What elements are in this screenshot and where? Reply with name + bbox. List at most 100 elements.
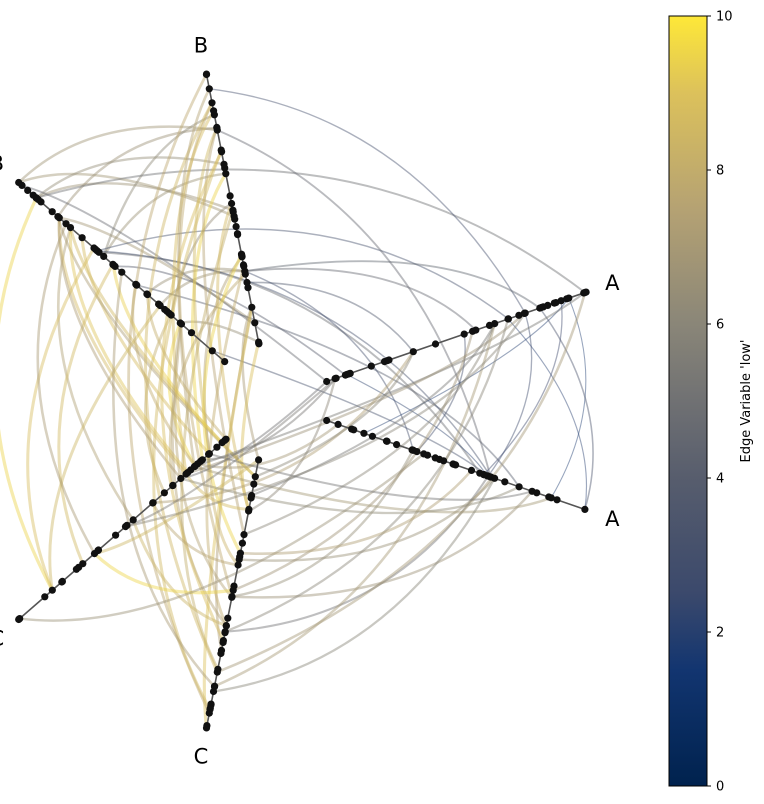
edge bbox=[202, 307, 254, 729]
node bbox=[48, 586, 56, 594]
edge bbox=[35, 182, 234, 212]
node bbox=[213, 123, 221, 131]
node bbox=[228, 593, 236, 601]
edge bbox=[19, 452, 425, 622]
node bbox=[544, 301, 552, 309]
node bbox=[228, 199, 236, 208]
colorbar-tick-label: 8 bbox=[716, 164, 724, 179]
node bbox=[54, 213, 62, 221]
node bbox=[332, 374, 340, 382]
edge bbox=[0, 197, 54, 591]
node bbox=[255, 456, 263, 464]
edge bbox=[185, 312, 526, 476]
node bbox=[229, 206, 237, 214]
edge bbox=[244, 267, 477, 331]
node bbox=[232, 223, 240, 231]
axis-label-a: A bbox=[605, 271, 620, 295]
edge bbox=[243, 323, 496, 536]
node bbox=[491, 320, 499, 328]
edge bbox=[507, 318, 588, 510]
edge bbox=[244, 260, 541, 309]
edge bbox=[48, 304, 162, 591]
node bbox=[553, 496, 561, 504]
edge bbox=[35, 156, 225, 199]
edge bbox=[57, 217, 182, 480]
edge bbox=[194, 291, 586, 468]
edge bbox=[167, 322, 197, 467]
node bbox=[423, 451, 432, 459]
edge bbox=[202, 377, 337, 461]
axis-labels: A A B B C C bbox=[0, 34, 620, 769]
node bbox=[205, 709, 213, 717]
edge bbox=[205, 265, 246, 627]
axis-label-c: C bbox=[194, 744, 209, 768]
edge bbox=[56, 126, 217, 218]
edge bbox=[213, 477, 496, 693]
edge bbox=[98, 251, 481, 474]
node bbox=[233, 230, 242, 238]
edge bbox=[146, 294, 228, 441]
edge bbox=[180, 320, 260, 344]
colorbar-tick-label: 2 bbox=[716, 626, 724, 641]
edge bbox=[251, 323, 496, 497]
node bbox=[238, 539, 246, 547]
node bbox=[213, 443, 221, 451]
node bbox=[118, 268, 126, 276]
node bbox=[501, 478, 509, 486]
node bbox=[234, 561, 242, 569]
edge bbox=[131, 284, 197, 467]
edge bbox=[216, 129, 492, 478]
axis-label-b: B bbox=[0, 152, 4, 176]
node bbox=[208, 99, 216, 107]
node bbox=[383, 437, 391, 445]
colorbar-tick-label: 4 bbox=[716, 472, 724, 487]
node bbox=[222, 622, 230, 630]
node bbox=[521, 309, 529, 317]
edge bbox=[240, 341, 261, 510]
node bbox=[202, 724, 211, 732]
node bbox=[460, 330, 468, 338]
edge bbox=[177, 88, 211, 467]
node bbox=[90, 550, 99, 558]
node bbox=[409, 348, 417, 356]
colorbar-tick-label: 10 bbox=[716, 10, 733, 25]
node bbox=[48, 208, 56, 216]
edge bbox=[136, 284, 520, 488]
edge bbox=[225, 475, 489, 633]
edge bbox=[18, 172, 235, 218]
node bbox=[557, 297, 565, 305]
edge bbox=[416, 334, 466, 453]
edge bbox=[57, 263, 115, 565]
node bbox=[220, 160, 228, 168]
node bbox=[582, 288, 590, 296]
edge bbox=[127, 73, 211, 714]
node bbox=[100, 252, 108, 260]
edge bbox=[56, 227, 135, 521]
node bbox=[334, 420, 342, 428]
node bbox=[515, 311, 523, 319]
node bbox=[213, 668, 221, 676]
edge bbox=[59, 216, 256, 324]
node bbox=[547, 494, 555, 502]
node bbox=[202, 70, 211, 78]
edge bbox=[152, 149, 223, 711]
node bbox=[360, 429, 368, 437]
node bbox=[217, 649, 225, 658]
node bbox=[15, 178, 23, 187]
node bbox=[385, 356, 393, 364]
node bbox=[169, 482, 177, 490]
edge bbox=[212, 350, 489, 477]
edge bbox=[231, 449, 415, 598]
edge bbox=[232, 330, 474, 592]
colorbar-ticks: 0 2 4 6 8 10 bbox=[707, 10, 733, 795]
edge bbox=[93, 552, 234, 595]
node bbox=[247, 494, 255, 502]
edge bbox=[36, 223, 96, 555]
edge bbox=[144, 314, 173, 494]
node bbox=[221, 358, 229, 366]
edge bbox=[239, 477, 496, 562]
edge bbox=[363, 297, 570, 434]
node bbox=[350, 426, 358, 434]
node bbox=[24, 186, 32, 194]
